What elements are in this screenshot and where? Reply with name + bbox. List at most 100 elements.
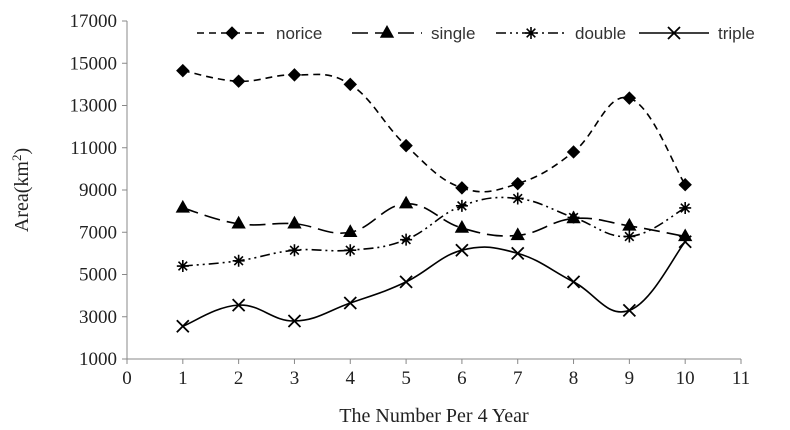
data-point (525, 27, 537, 39)
data-point (225, 26, 239, 40)
series-double (176, 192, 692, 273)
data-point (175, 199, 190, 213)
diamond-marker (566, 145, 581, 159)
x-tick-label: 1 (178, 368, 188, 389)
chart-axes (126, 21, 741, 360)
y-tick-label: 5000 (79, 265, 117, 286)
data-point (379, 24, 395, 38)
data-point (343, 224, 358, 237)
x-tick-label: 9 (625, 368, 635, 389)
data-point (622, 217, 637, 231)
data-point (176, 63, 190, 78)
data-point (455, 199, 468, 212)
series-norice (176, 63, 692, 195)
y-axis-ticks: 1000 3000 5000 7000 9000 11000 13000 15000 17000 (70, 11, 127, 370)
data-point (511, 246, 525, 261)
legend-label: triple (718, 24, 755, 43)
y-axis-title-suffix: ) (11, 148, 33, 155)
diamond-marker (399, 138, 413, 153)
data-point (566, 275, 581, 289)
x-tick-label: 10 (676, 368, 695, 389)
data-point (287, 314, 302, 328)
series-single (175, 195, 693, 242)
diamond-marker (287, 68, 302, 82)
y-axis-title: Area(km2) (9, 148, 33, 232)
data-point (455, 181, 469, 195)
diamond-marker (455, 181, 469, 195)
data-point (678, 235, 692, 249)
asterisk-marker (623, 230, 636, 243)
y-tick-label: 17000 (70, 11, 118, 32)
triangle-marker (287, 215, 302, 229)
triangle-marker (231, 215, 246, 229)
legend-label: single (431, 24, 475, 43)
x-tick-label: 6 (457, 368, 467, 389)
triangle-marker (175, 199, 190, 213)
triangle-marker (622, 217, 637, 231)
data-point (454, 220, 470, 233)
asterisk-marker (511, 192, 524, 205)
x-marker (511, 246, 525, 261)
diamond-marker (225, 26, 239, 40)
data-point (287, 68, 302, 82)
data-point (398, 195, 414, 209)
data-point (567, 211, 580, 224)
x-marker (622, 303, 637, 318)
x-tick-label: 8 (569, 368, 579, 389)
diamond-marker (343, 77, 357, 92)
y-tick-label: 15000 (70, 53, 118, 74)
x-tick-label: 3 (290, 368, 300, 389)
diamond-marker (678, 178, 692, 192)
data-point (622, 303, 637, 318)
asterisk-marker (567, 211, 580, 224)
data-point (399, 275, 413, 289)
x-marker (231, 298, 246, 312)
asterisk-marker (232, 254, 245, 267)
x-tick-label: 7 (513, 368, 523, 389)
diamond-marker (622, 91, 637, 105)
triangle-marker (343, 224, 358, 237)
x-tick-label: 2 (234, 368, 244, 389)
legend-label: norice (276, 24, 322, 43)
legend-label: double (575, 24, 626, 43)
asterisk-marker (400, 233, 413, 246)
series-triple (176, 235, 692, 333)
triangle-marker (379, 24, 395, 38)
x-marker (287, 314, 302, 328)
x-marker (399, 275, 413, 289)
asterisk-marker (455, 199, 468, 212)
asterisk-marker (344, 244, 357, 257)
legend-item-double: double (496, 24, 626, 43)
asterisk-marker (679, 201, 692, 214)
data-point (231, 74, 246, 88)
series-line (182, 202, 686, 238)
triangle-marker (510, 227, 525, 241)
x-marker (678, 235, 692, 249)
series-line (182, 241, 686, 328)
diamond-marker (176, 63, 190, 78)
data-point (343, 77, 357, 92)
y-tick-label: 13000 (70, 96, 118, 117)
data-point (344, 244, 357, 257)
x-marker (343, 296, 357, 310)
data-point (343, 296, 357, 310)
y-axis-title-main: Area(km (11, 161, 33, 233)
x-tick-label: 4 (346, 368, 356, 389)
data-point (176, 319, 190, 333)
series-line (182, 196, 686, 267)
data-point (511, 176, 525, 191)
data-point (622, 91, 637, 105)
series-layer (175, 63, 693, 333)
y-tick-label: 3000 (79, 307, 117, 328)
x-marker (455, 243, 469, 257)
data-point (455, 243, 469, 257)
data-point (511, 192, 524, 205)
asterisk-marker (176, 260, 189, 273)
data-point (176, 260, 189, 273)
data-point (231, 215, 246, 229)
triangle-marker (454, 220, 470, 233)
triangle-marker (398, 195, 414, 209)
diamond-marker (511, 176, 525, 191)
x-tick-label: 5 (401, 368, 411, 389)
